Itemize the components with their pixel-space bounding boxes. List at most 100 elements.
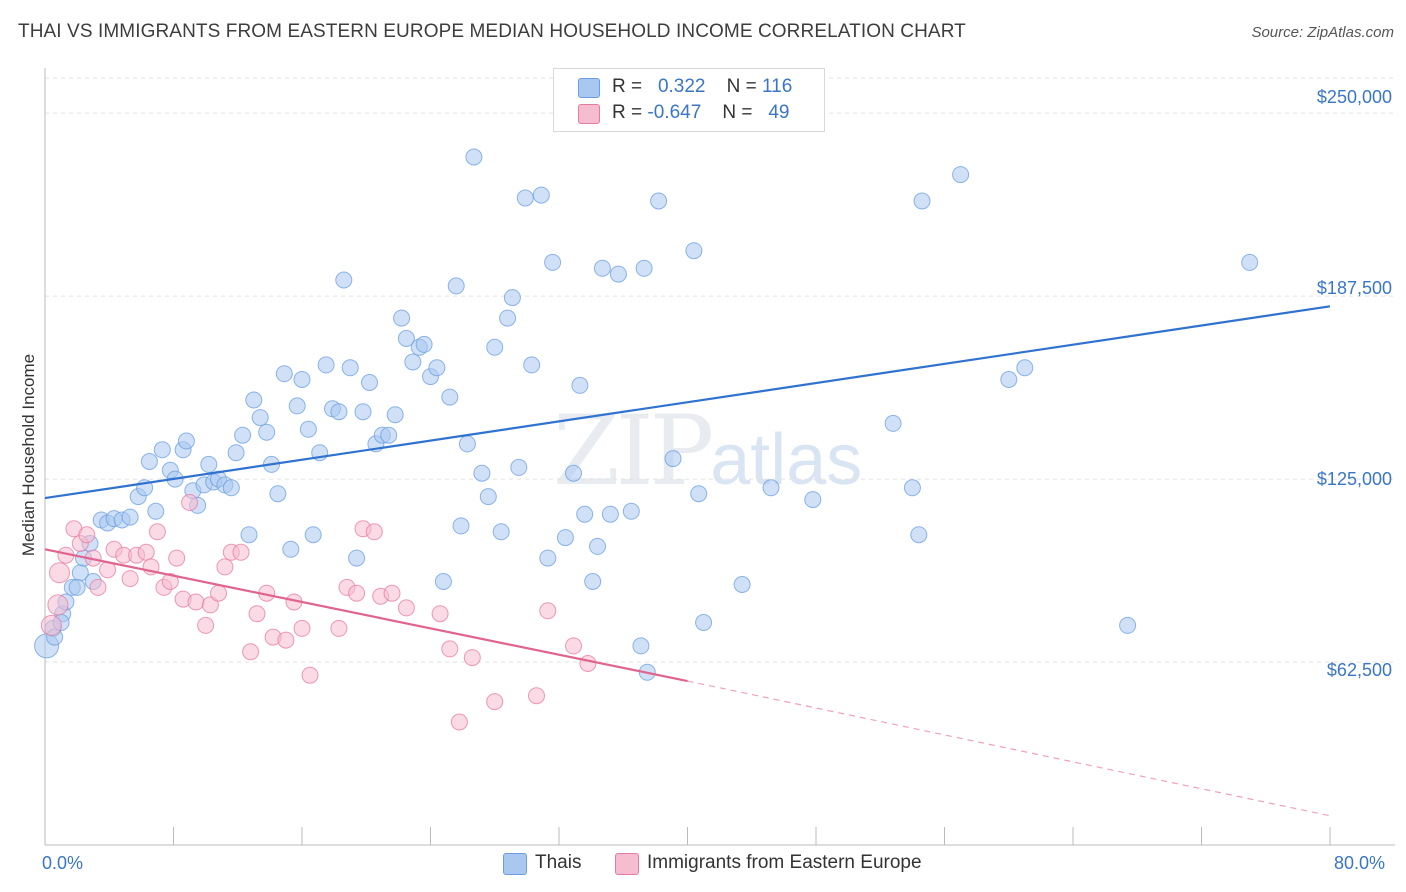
thais-point	[434, 573, 452, 590]
thais-point	[335, 271, 353, 289]
watermark: ZIPatlas	[553, 395, 862, 507]
thais-point	[227, 444, 245, 462]
bottom-legend-label-thais: Thais	[535, 852, 582, 873]
eastern-europe-point	[210, 584, 227, 602]
thais-point	[341, 359, 359, 377]
thais-point	[952, 166, 970, 184]
eastern-europe-point	[148, 523, 166, 541]
thais-point	[601, 505, 619, 523]
eastern-europe-point	[40, 614, 62, 636]
eastern-europe-point	[161, 573, 179, 590]
thais-point	[804, 491, 822, 509]
y-tick-label: $125,000	[1316, 469, 1392, 489]
thais-point	[177, 432, 195, 450]
thais-point	[121, 508, 139, 526]
thais-point	[576, 505, 594, 523]
thais-point	[153, 441, 171, 459]
thais-point	[415, 335, 433, 353]
thais-point	[903, 479, 921, 497]
eastern-europe-point	[49, 562, 70, 584]
eastern-europe-trend-line	[44, 548, 688, 683]
eastern-europe-point	[277, 631, 295, 649]
thais-point	[293, 371, 311, 388]
thais-point	[565, 464, 582, 482]
thais-point	[428, 359, 446, 377]
eastern-europe-point	[168, 549, 186, 567]
thais-point	[1119, 616, 1137, 634]
thais-point	[532, 186, 550, 204]
eastern-europe-point	[528, 687, 545, 705]
thais-point	[584, 573, 602, 590]
thais-point	[147, 502, 165, 520]
y-tick-label: $62,500	[1326, 660, 1392, 680]
eastern-europe-point	[201, 596, 219, 614]
legend-n-label: N =	[726, 76, 757, 97]
thais-point	[354, 403, 372, 421]
thais-point	[1241, 253, 1259, 271]
thais-point	[632, 637, 650, 655]
eastern-europe-point	[181, 494, 199, 511]
eastern-europe-point	[431, 605, 449, 623]
eastern-europe-point	[78, 526, 96, 544]
thais-point	[510, 458, 528, 476]
thais-point	[288, 397, 306, 415]
thais-point	[910, 526, 928, 544]
legend-r-label: R =	[612, 76, 643, 97]
thais-point	[200, 455, 218, 473]
eastern-europe-point	[121, 570, 139, 588]
thais-point	[609, 265, 627, 283]
eastern-europe-point	[293, 619, 311, 637]
thais-point	[622, 502, 640, 520]
watermark-zip: ZIP	[553, 395, 714, 507]
eastern-europe-point	[187, 593, 205, 611]
eastern-europe-point	[441, 640, 459, 658]
y-tick-label: $187,500	[1316, 278, 1392, 298]
thais-point	[245, 391, 263, 409]
thais-point	[275, 365, 293, 383]
watermark-atlas: atlas	[710, 420, 863, 500]
thais-point	[556, 529, 574, 547]
thais-point	[317, 356, 335, 374]
thais-point	[251, 409, 269, 427]
thais-point	[762, 479, 780, 497]
eastern-europe-point	[365, 523, 383, 541]
thais-point	[523, 356, 541, 374]
legend-swatch-eastern-europe	[578, 104, 600, 124]
eastern-europe-point	[348, 584, 366, 602]
thais-point	[269, 485, 287, 503]
thais-point	[913, 192, 931, 210]
chart-title: THAI VS IMMIGRANTS FROM EASTERN EUROPE M…	[18, 21, 966, 42]
thais-point	[68, 578, 86, 596]
x-tick-label-max: 80.0%	[1334, 853, 1386, 873]
thais-point	[330, 403, 348, 421]
eastern-europe-point	[216, 558, 234, 576]
thais-point	[386, 406, 404, 424]
thais-point	[492, 523, 510, 541]
legend-r-value: 0.322	[657, 76, 706, 97]
thais-point	[380, 426, 398, 444]
bottom-legend-swatch-thais	[503, 853, 527, 875]
thais-point	[473, 464, 491, 482]
eastern-europe-point	[197, 616, 215, 634]
thais-point	[499, 309, 517, 327]
thais-point	[458, 435, 476, 453]
thais-point	[404, 353, 422, 371]
eastern-europe-point	[383, 584, 401, 602]
thais-point	[240, 526, 258, 544]
thais-point	[635, 259, 653, 277]
thais-point	[733, 576, 751, 593]
thais-point	[571, 376, 589, 394]
thais-point	[479, 488, 497, 506]
source-label: Source: ZipAtlas.com	[1251, 24, 1394, 41]
thais-point	[593, 259, 611, 277]
thais-point	[589, 537, 606, 555]
eastern-europe-point	[242, 643, 260, 661]
thais-point	[452, 517, 470, 535]
eastern-europe-point	[450, 713, 468, 731]
legend-r-value: -0.647	[647, 102, 702, 123]
legend-swatch-thais	[578, 78, 600, 98]
legend-n-value: 49	[768, 102, 790, 123]
bottom-legend-swatch-eastern-europe	[615, 853, 639, 875]
thais-trend-line	[44, 305, 1331, 500]
